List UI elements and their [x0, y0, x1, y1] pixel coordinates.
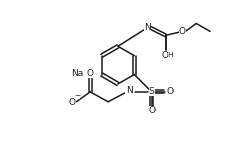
Text: −: − [74, 93, 80, 99]
Text: H: H [168, 52, 173, 58]
Text: O: O [69, 98, 76, 107]
Text: O: O [166, 87, 173, 96]
Text: O: O [148, 106, 155, 115]
Text: N: N [126, 86, 133, 95]
Text: O: O [179, 27, 186, 36]
Text: N: N [144, 23, 151, 32]
Text: O: O [166, 87, 173, 96]
Text: S: S [149, 87, 154, 96]
Text: O: O [161, 51, 168, 60]
Text: O: O [87, 69, 94, 77]
Text: Na: Na [71, 69, 83, 77]
Text: H: H [125, 88, 131, 94]
Text: O: O [148, 106, 155, 115]
